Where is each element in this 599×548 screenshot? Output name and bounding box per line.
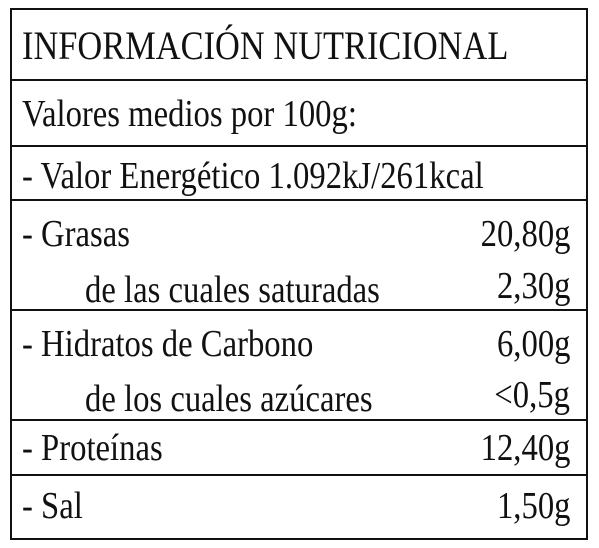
nutrient-value: 20,80g: [480, 213, 570, 255]
sub-label: de los cuales azúcares: [85, 378, 373, 420]
energy: - Valor Energético 1.092kJ/261kcal: [22, 155, 484, 197]
separator: [10, 199, 588, 201]
separator: [10, 474, 588, 476]
label-border: [10, 8, 588, 540]
nutrient-label: - Proteínas: [22, 427, 163, 469]
title: INFORMACIÓN NUTRICIONAL: [22, 23, 509, 68]
nutrient-label: - Grasas: [22, 213, 130, 255]
subtitle: Valores medios por 100g:: [22, 93, 357, 135]
nutrient-label: - Hidratos de Carbono: [22, 323, 314, 365]
nutrient-value: 1,50g: [496, 485, 570, 527]
nutrient-label: - Sal: [22, 485, 83, 527]
sub-value: 2,30g: [496, 265, 570, 307]
separator: [10, 145, 588, 147]
separator: [10, 309, 588, 311]
sub-label: de las cuales saturadas: [85, 269, 380, 311]
sub-value: <0,5g: [494, 374, 570, 416]
nutrient-value: 12,40g: [480, 427, 570, 469]
separator: [10, 419, 588, 421]
nutrient-value: 6,00g: [496, 323, 570, 365]
separator: [10, 79, 588, 81]
